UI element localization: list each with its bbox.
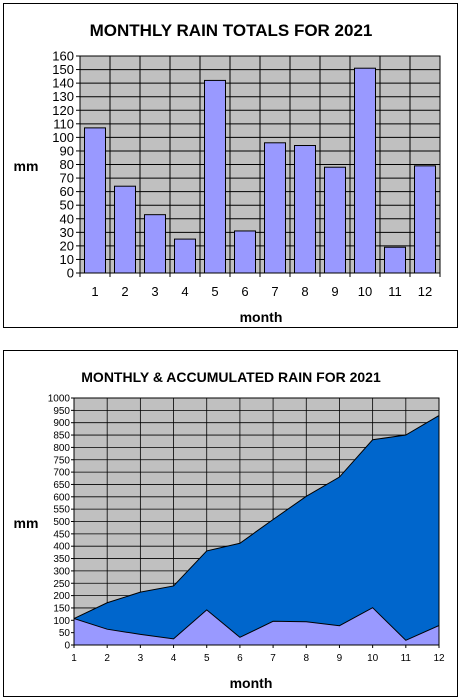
y-tick-label: 1000 <box>48 394 71 405</box>
y-tick-label: 80 <box>60 157 74 172</box>
x-tick-label: 6 <box>237 653 243 664</box>
y-tick-label: 120 <box>52 103 74 118</box>
y-tick-label: 140 <box>52 76 74 91</box>
y-tick-label: 400 <box>53 542 70 553</box>
x-tick-label: 1 <box>91 284 98 299</box>
y-tick-label: 10 <box>60 252 74 267</box>
x-tick-label: 1 <box>71 653 77 664</box>
bar <box>384 246 406 274</box>
plot-border <box>73 397 440 646</box>
bar <box>84 127 106 274</box>
x-tick-label: 6 <box>241 284 248 299</box>
bar <box>174 238 196 274</box>
x-axis-label: month <box>240 309 283 325</box>
y-tick-label: 600 <box>53 492 70 503</box>
y-tick-label: 40 <box>60 211 74 226</box>
y-tick-label: 550 <box>53 505 70 516</box>
y-tick-label: 90 <box>60 143 74 158</box>
accumulated-rain-area-chart: MONTHLY & ACCUMULATED RAIN FOR 2021 mm m… <box>14 369 445 691</box>
y-tick-label: 350 <box>53 554 70 565</box>
x-tick-label: 8 <box>303 653 309 664</box>
x-tick-label: 9 <box>337 653 343 664</box>
y-tick-label: 700 <box>53 468 70 479</box>
y-tick-label: 110 <box>53 116 74 131</box>
bar <box>114 185 136 274</box>
y-axis-label: mm <box>14 158 39 174</box>
y-tick-label: 130 <box>52 89 74 104</box>
x-tick-label: 12 <box>418 284 432 299</box>
y-tick-label: 150 <box>53 603 70 614</box>
y-tick-label: 300 <box>53 566 70 577</box>
y-tick-label: 20 <box>60 238 74 253</box>
y-tick-label: 50 <box>59 628 71 639</box>
bar <box>234 230 256 274</box>
bar <box>414 165 436 274</box>
bar <box>294 145 316 274</box>
y-tick-label: 160 <box>52 49 74 64</box>
y-tick-label: 500 <box>53 517 70 528</box>
plot-area: 0501001502002503003504004505005506006507… <box>48 394 445 665</box>
plot-area: 0102030405060708090100110120130140150160… <box>52 49 441 299</box>
x-tick-label: 12 <box>433 653 445 664</box>
accumulated-area <box>73 414 440 646</box>
plot-border <box>79 55 441 274</box>
x-tick-label: 9 <box>331 284 338 299</box>
y-tick-label: 850 <box>53 431 70 442</box>
bar <box>204 79 226 274</box>
y-tick-label: 750 <box>53 455 70 466</box>
x-tick-label: 4 <box>171 653 177 664</box>
y-tick-label: 70 <box>60 171 74 186</box>
monthly-area <box>73 607 440 646</box>
accumulated-rain-chart-panel: MONTHLY & ACCUMULATED RAIN FOR 2021 mm m… <box>3 350 458 697</box>
x-tick-label: 10 <box>358 284 372 299</box>
y-tick-label: 650 <box>53 480 70 491</box>
x-tick-label: 11 <box>388 284 402 299</box>
x-tick-label: 5 <box>211 284 218 299</box>
x-tick-label: 2 <box>104 653 110 664</box>
chart-title: MONTHLY & ACCUMULATED RAIN FOR 2021 <box>81 369 381 385</box>
bar <box>144 214 166 274</box>
bar <box>264 142 286 274</box>
y-tick-label: 950 <box>53 406 70 417</box>
x-tick-label: 2 <box>121 284 128 299</box>
x-tick-label: 3 <box>151 284 158 299</box>
y-tick-label: 900 <box>53 418 70 429</box>
y-tick-label: 50 <box>60 198 74 213</box>
x-axis-label: month <box>230 675 273 691</box>
y-tick-label: 200 <box>53 591 70 602</box>
x-tick-label: 10 <box>367 653 379 664</box>
chart-title: MONTHLY RAIN TOTALS FOR 2021 <box>90 21 373 40</box>
bar <box>354 67 376 274</box>
y-tick-label: 60 <box>60 184 74 199</box>
x-tick-label: 3 <box>138 653 144 664</box>
y-tick-label: 450 <box>53 529 70 540</box>
x-tick-label: 4 <box>181 284 188 299</box>
x-tick-label: 11 <box>401 653 412 664</box>
y-tick-label: 100 <box>52 130 74 145</box>
y-tick-label: 0 <box>64 641 70 652</box>
x-tick-label: 8 <box>301 284 308 299</box>
y-axis-label: mm <box>14 515 39 531</box>
x-tick-label: 5 <box>204 653 210 664</box>
bar <box>324 166 346 274</box>
y-tick-label: 0 <box>67 266 74 281</box>
y-tick-label: 100 <box>53 616 70 627</box>
y-tick-label: 800 <box>53 443 70 454</box>
x-tick-label: 7 <box>270 653 276 664</box>
y-tick-label: 30 <box>60 225 74 240</box>
y-tick-label: 150 <box>52 62 74 77</box>
monthly-rain-bar-chart: MONTHLY RAIN TOTALS FOR 2021 mm month 01… <box>14 21 441 325</box>
x-tick-label: 7 <box>271 284 278 299</box>
y-tick-label: 250 <box>53 579 70 590</box>
